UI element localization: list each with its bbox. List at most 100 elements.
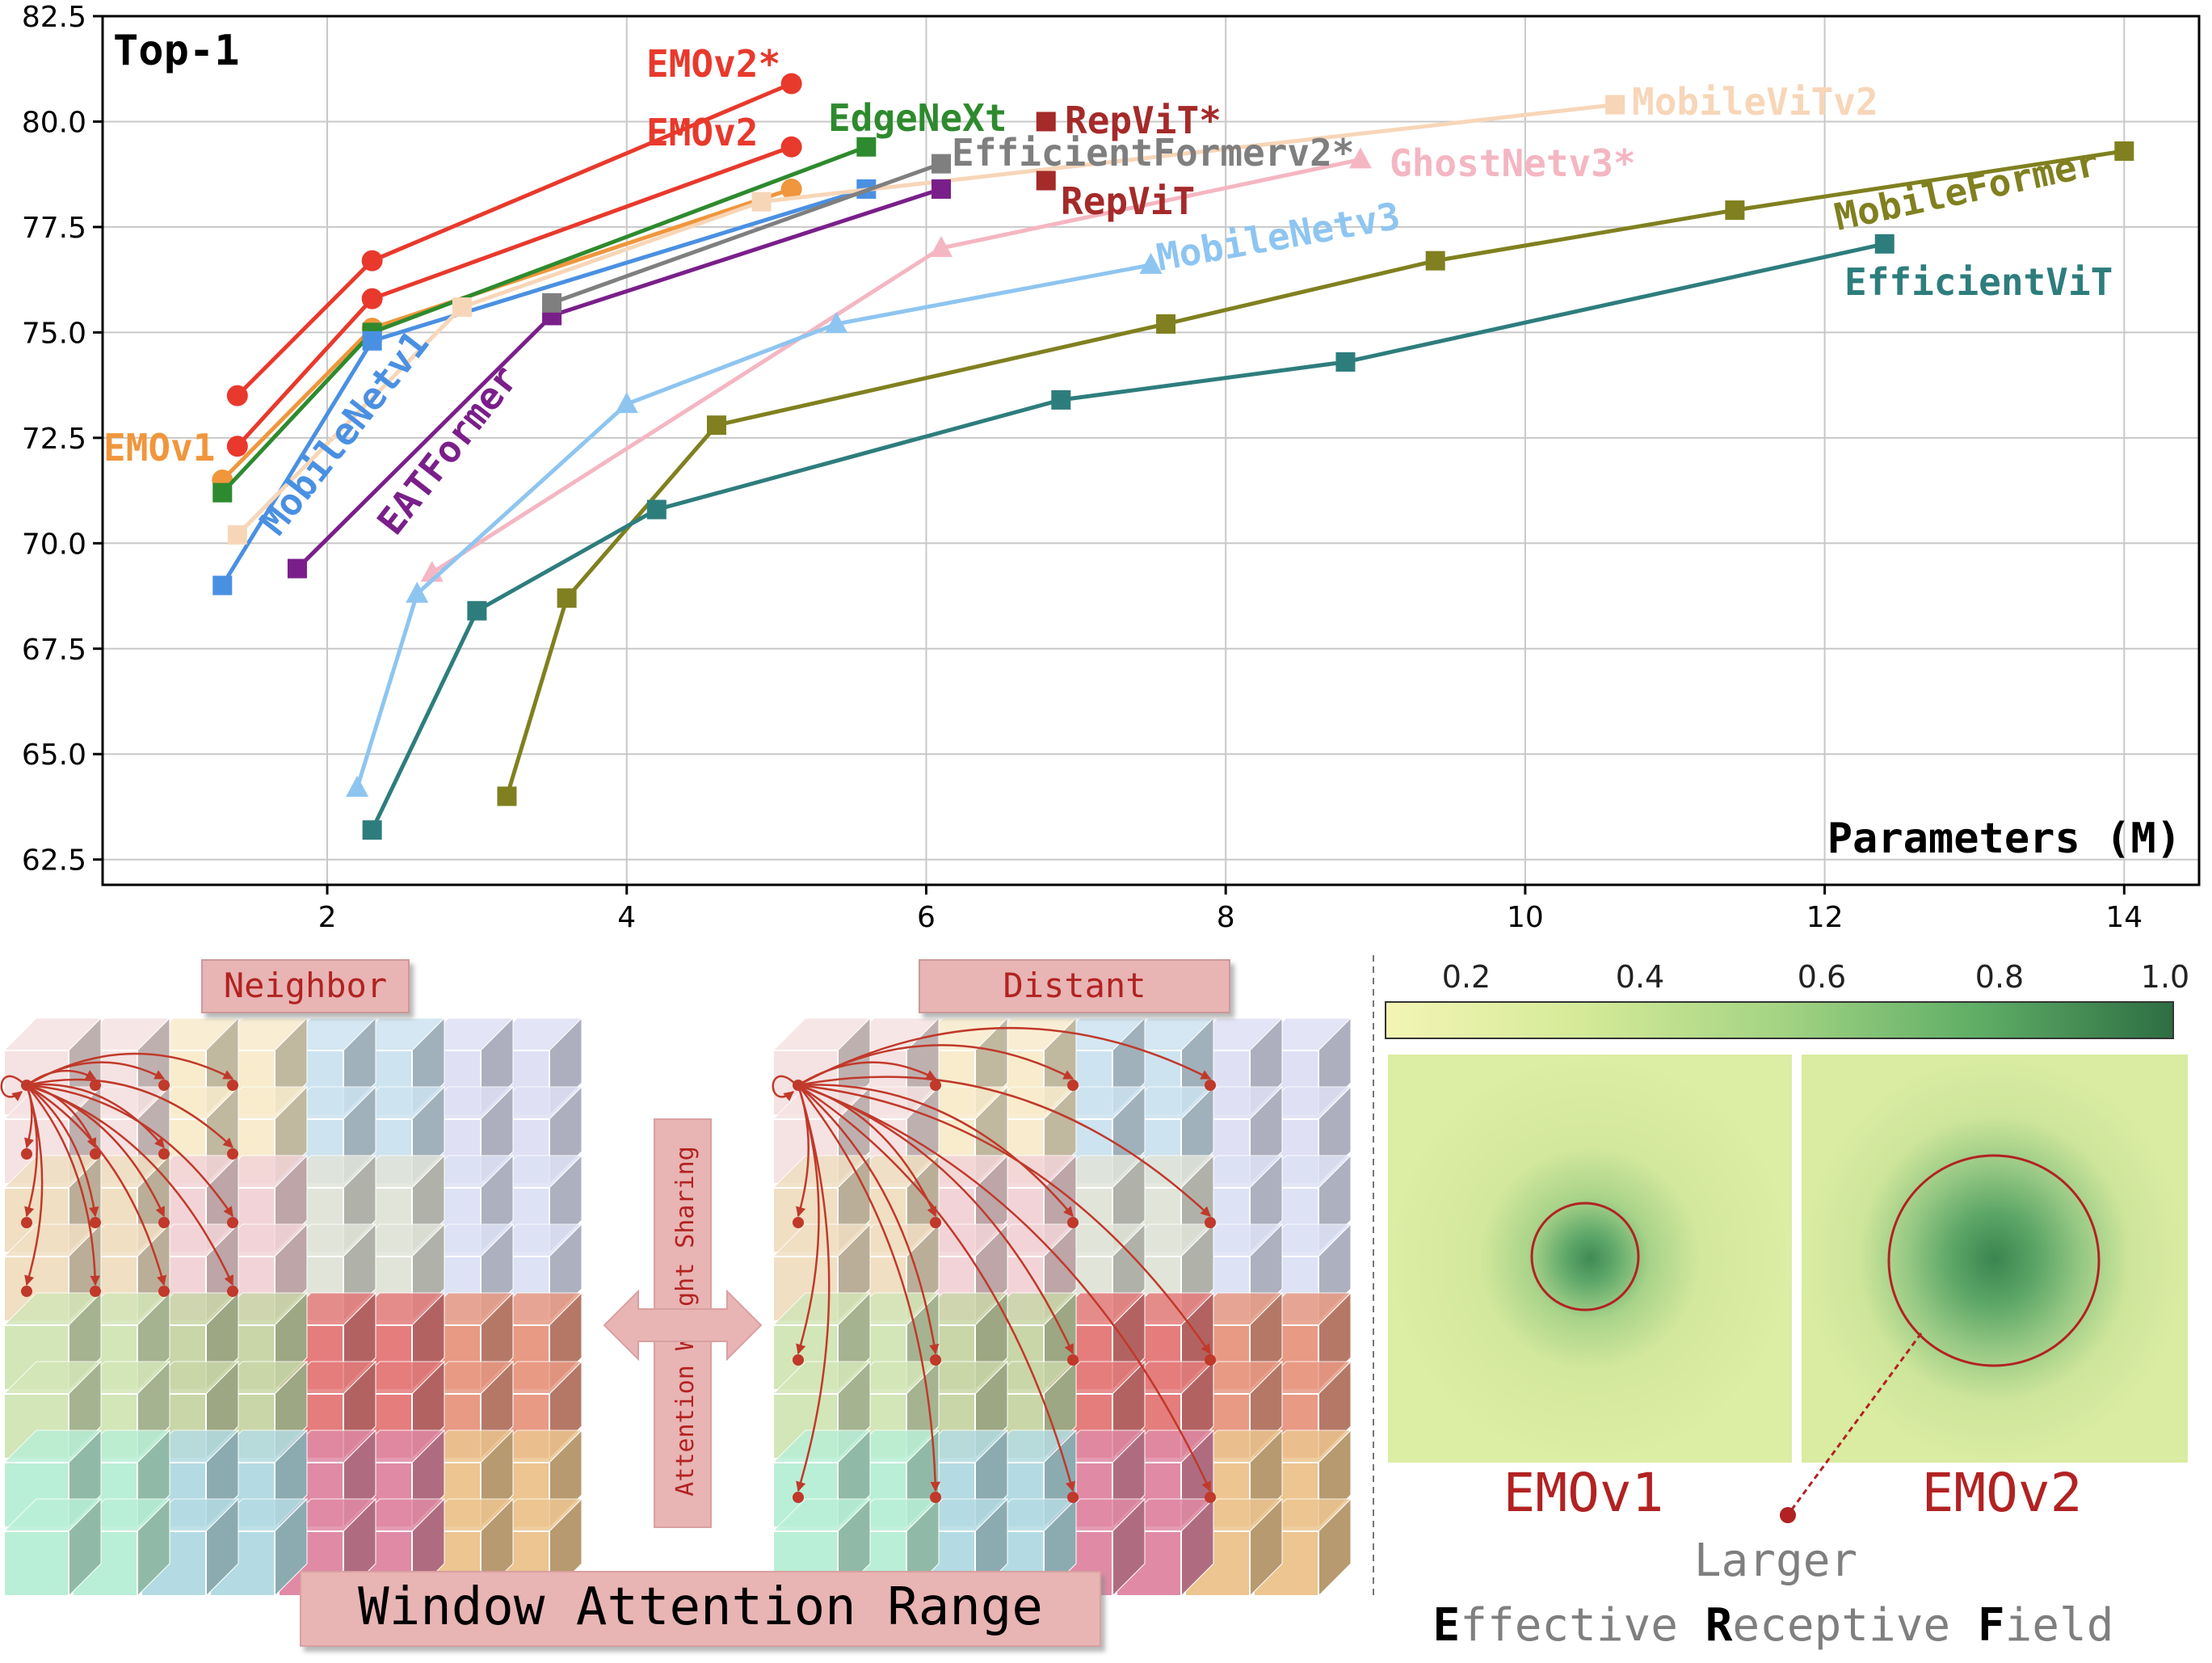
data-point	[1139, 252, 1163, 274]
data-point	[1156, 314, 1176, 334]
colorbar	[1385, 1001, 2174, 1039]
data-point	[1036, 171, 1056, 191]
series-label-efficientformerv2-star: EfficientFormerv2*	[952, 131, 1355, 175]
x-tick-label: 6	[917, 901, 936, 934]
data-point	[825, 311, 848, 333]
data-point	[646, 499, 667, 520]
data-point	[406, 581, 429, 603]
key-dot	[793, 1217, 804, 1228]
key-dot	[90, 1286, 101, 1297]
plot-frame	[101, 15, 2201, 886]
series-efficientformerv2-	[542, 154, 951, 313]
attention-arrow	[24, 1084, 44, 1286]
erf-pointer-dot	[1780, 1507, 1796, 1523]
cube-cell	[1252, 1497, 1352, 1598]
data-point	[931, 154, 951, 174]
x-axis-label: Parameters (M)	[1827, 815, 2181, 863]
data-point	[1335, 352, 1356, 372]
series-mobilenetv1	[212, 179, 877, 596]
distant-label: Distant	[1003, 966, 1146, 1005]
series-line	[431, 157, 1361, 575]
y-tick-label: 70.0	[22, 528, 86, 561]
series-line	[551, 162, 942, 305]
colorbar-tick: 0.4	[1616, 959, 1664, 995]
data-point	[287, 558, 307, 579]
erf-caption-f: F	[1978, 1599, 2005, 1652]
distant-label-box: Distant	[919, 959, 1230, 1013]
colorbar-ticks: 0.2 0.4 0.6 0.8 1.0	[1442, 959, 2189, 995]
attention-arrow	[26, 1084, 167, 1286]
y-tick-label: 82.5	[22, 1, 86, 34]
data-point	[706, 415, 726, 436]
series-labels: EMOv2* EMOv2 EMOv1 EdgeNeXt MobileNetv1 …	[103, 42, 2113, 543]
data-point	[227, 524, 247, 545]
neighbor-window-grid	[2, 1017, 583, 1598]
erf-panel: 0.2 0.4 0.6 0.8 1.0 EMOv1 EMOv2 Larger E…	[1385, 959, 2189, 1652]
key-dot	[793, 1492, 804, 1503]
y-tick-label: 75.0	[22, 317, 86, 350]
data-point	[362, 330, 382, 351]
data-point	[1051, 389, 1071, 410]
series-line	[370, 242, 1886, 832]
x-tick-label: 12	[1806, 901, 1844, 934]
erf-pointer-line	[1788, 1333, 1923, 1514]
x-tick-label: 8	[1217, 901, 1235, 934]
y-tick-label: 72.5	[22, 423, 86, 456]
data-point	[1425, 251, 1445, 271]
attention-arrow	[26, 1084, 234, 1286]
key-dot	[227, 1286, 238, 1297]
series-label-emov1: EMOv1	[103, 426, 215, 469]
larger-label: Larger	[1694, 1535, 1857, 1587]
y-tick-label: 62.5	[22, 844, 86, 878]
key-dot	[1067, 1080, 1079, 1091]
data-point	[362, 820, 382, 840]
data-point	[467, 600, 487, 621]
attention-arrow	[26, 1084, 100, 1286]
erf-circle-emov2	[1887, 1154, 2101, 1367]
key-dot	[1067, 1492, 1079, 1503]
colorbar-tick: 0.8	[1975, 959, 2024, 995]
y-tick-label: 77.5	[22, 212, 86, 245]
data-point	[1349, 147, 1372, 169]
erf-caption-f-rest: ield	[2005, 1599, 2114, 1652]
erf-map-emov1	[1388, 1055, 1792, 1463]
series-label-emov2-star: EMOv2*	[646, 42, 780, 86]
distant-window-grid	[772, 1017, 1352, 1598]
cube-cell	[2, 1429, 103, 1529]
series-label-repvit-star: RepViT*	[1065, 99, 1222, 142]
x-tick-label: 4	[617, 901, 636, 934]
attention-arrow	[797, 1084, 940, 1355]
x-tick-label: 2	[318, 901, 337, 934]
key-dot	[21, 1286, 32, 1297]
distant-attention-arrows	[772, 1027, 1216, 1503]
attention-arrow	[797, 1076, 1211, 1217]
data-point	[751, 192, 772, 212]
series-line	[355, 263, 1151, 789]
key-dot	[1205, 1354, 1216, 1366]
key-dot	[90, 1217, 101, 1228]
erf-caption-r-rest: eceptive	[1732, 1599, 1977, 1652]
data-point	[361, 288, 383, 309]
y-axis-ticks: 62.5 65.0 67.5 70.0 72.5 75.0 77.5 80.0 82.5	[22, 1, 103, 878]
series-label-edgenext: EdgeNeXt	[828, 96, 1007, 140]
y-tick-label: 65.0	[22, 739, 86, 772]
cube-cell	[2, 1497, 103, 1598]
erf-caption-r: R	[1705, 1599, 1733, 1652]
attention-arrow	[797, 1084, 1212, 1355]
series-repvit	[1036, 171, 1056, 191]
key-dot	[1205, 1492, 1216, 1503]
series-label-emov2: EMOv2	[646, 111, 758, 154]
attention-arrow	[797, 1084, 1074, 1217]
x-tick-label: 10	[1507, 901, 1544, 934]
data-point	[615, 392, 638, 414]
attention-arrow	[26, 1083, 165, 1148]
key-dot	[158, 1148, 170, 1160]
key-dot	[1205, 1080, 1216, 1091]
neighbor-attention-arrows	[0, 1052, 238, 1297]
data-point	[452, 297, 472, 318]
y-tick-label: 67.5	[22, 634, 86, 667]
attention-arrow	[26, 1084, 99, 1218]
erf-caption-e: E	[1433, 1599, 1461, 1652]
data-point	[780, 73, 802, 95]
chart-series	[212, 73, 2134, 840]
